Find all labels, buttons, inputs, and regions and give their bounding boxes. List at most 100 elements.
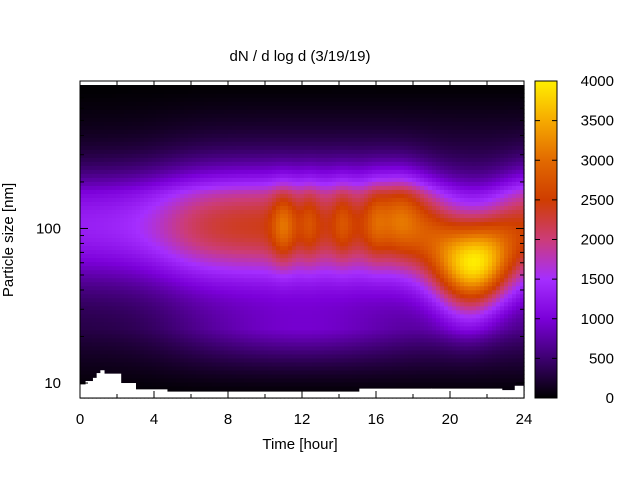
heatmap-cell bbox=[228, 189, 233, 194]
heatmap-cell bbox=[328, 289, 333, 295]
heatmap-cell bbox=[324, 101, 329, 106]
heatmap-cell bbox=[332, 373, 337, 379]
heatmap-cell bbox=[196, 257, 201, 263]
heatmap-cell bbox=[196, 353, 201, 359]
heatmap-cell bbox=[84, 333, 89, 339]
heatmap-cell bbox=[112, 233, 117, 239]
heatmap-cell bbox=[304, 341, 309, 347]
heatmap-cell bbox=[148, 201, 153, 206]
heatmap-cell bbox=[176, 181, 181, 186]
heatmap-cell bbox=[320, 197, 325, 202]
heatmap-cell bbox=[112, 141, 117, 146]
heatmap-cell bbox=[320, 385, 325, 391]
heatmap-cell bbox=[148, 349, 153, 355]
heatmap-cell bbox=[208, 241, 213, 247]
heatmap-cell bbox=[184, 373, 189, 379]
heatmap-cell bbox=[220, 153, 225, 158]
heatmap-cell bbox=[140, 129, 145, 134]
heatmap-cell bbox=[132, 245, 137, 251]
heatmap-cell bbox=[104, 341, 109, 347]
heatmap-cell bbox=[272, 181, 277, 186]
heatmap-cell bbox=[296, 117, 301, 122]
heatmap-cell bbox=[256, 113, 261, 118]
heatmap-cell bbox=[284, 353, 289, 359]
heatmap-cell bbox=[264, 385, 269, 391]
heatmap-cell bbox=[312, 165, 317, 170]
heatmap-cell bbox=[140, 317, 145, 323]
heatmap-cell bbox=[148, 101, 153, 106]
heatmap-cell bbox=[312, 269, 317, 275]
heatmap-cell bbox=[256, 257, 261, 263]
heatmap-cell bbox=[268, 193, 273, 198]
heatmap-cell bbox=[92, 277, 97, 283]
heatmap-cell bbox=[260, 373, 265, 379]
heatmap-cell bbox=[264, 177, 269, 182]
heatmap-cell bbox=[208, 365, 213, 371]
heatmap-cell bbox=[220, 237, 225, 243]
heatmap-cell bbox=[272, 197, 277, 202]
heatmap-cell bbox=[328, 177, 333, 182]
heatmap-cell bbox=[332, 385, 337, 391]
heatmap-cell bbox=[300, 381, 305, 387]
heatmap-cell bbox=[224, 169, 229, 174]
heatmap-cell bbox=[316, 301, 321, 307]
heatmap-cell bbox=[280, 225, 285, 231]
heatmap-cell bbox=[276, 321, 281, 327]
heatmap-cell bbox=[92, 225, 97, 231]
heatmap-cell bbox=[332, 125, 337, 130]
heatmap-cell bbox=[116, 253, 121, 259]
heatmap-cell bbox=[136, 129, 141, 134]
heatmap-cell bbox=[204, 317, 209, 323]
heatmap-cell bbox=[228, 129, 233, 134]
heatmap-cell bbox=[328, 189, 333, 194]
heatmap-cell bbox=[324, 337, 329, 343]
heatmap-cell bbox=[80, 197, 85, 202]
heatmap-cell bbox=[164, 89, 169, 94]
heatmap-cell bbox=[296, 145, 301, 150]
heatmap-cell bbox=[256, 201, 261, 206]
heatmap-cell bbox=[276, 189, 281, 194]
heatmap-cell bbox=[284, 117, 289, 122]
heatmap-cell bbox=[184, 361, 189, 367]
heatmap-cell bbox=[288, 97, 293, 102]
heatmap-cell bbox=[204, 377, 209, 383]
heatmap-cell bbox=[272, 113, 277, 118]
heatmap-cell bbox=[292, 385, 297, 391]
heatmap-cell bbox=[156, 89, 161, 94]
heatmap-cell bbox=[312, 365, 317, 371]
heatmap-cell bbox=[292, 221, 297, 227]
heatmap-cell bbox=[264, 325, 269, 331]
heatmap-cell bbox=[200, 289, 205, 295]
heatmap-cell bbox=[272, 165, 277, 170]
heatmap-cell bbox=[224, 205, 229, 210]
heatmap-cell bbox=[320, 133, 325, 138]
heatmap-cell bbox=[164, 205, 169, 210]
heatmap-cell bbox=[308, 85, 313, 90]
heatmap-cell bbox=[272, 229, 277, 235]
heatmap-cell bbox=[228, 301, 233, 307]
heatmap-cell bbox=[284, 89, 289, 94]
heatmap-cell bbox=[184, 109, 189, 114]
heatmap-cell bbox=[172, 229, 177, 235]
heatmap-cell bbox=[200, 153, 205, 158]
heatmap-cell bbox=[132, 257, 137, 263]
heatmap-cell bbox=[188, 233, 193, 239]
heatmap-cell bbox=[144, 109, 149, 114]
heatmap-cell bbox=[308, 273, 313, 279]
heatmap-cell bbox=[296, 153, 301, 158]
heatmap-cell bbox=[156, 221, 161, 227]
heatmap-cell bbox=[168, 157, 173, 162]
heatmap-cell bbox=[204, 233, 209, 239]
heatmap-cell bbox=[96, 237, 101, 243]
heatmap-cell bbox=[204, 105, 209, 110]
heatmap-cell bbox=[132, 361, 137, 367]
heatmap-cell bbox=[240, 249, 245, 255]
heatmap-cell bbox=[296, 261, 301, 267]
heatmap-cell bbox=[136, 309, 141, 315]
heatmap-cell bbox=[148, 125, 153, 130]
heatmap-cell bbox=[168, 265, 173, 271]
heatmap-cell bbox=[156, 237, 161, 243]
heatmap-cell bbox=[308, 317, 313, 323]
heatmap-cell bbox=[324, 277, 329, 283]
heatmap-cell bbox=[272, 129, 277, 134]
